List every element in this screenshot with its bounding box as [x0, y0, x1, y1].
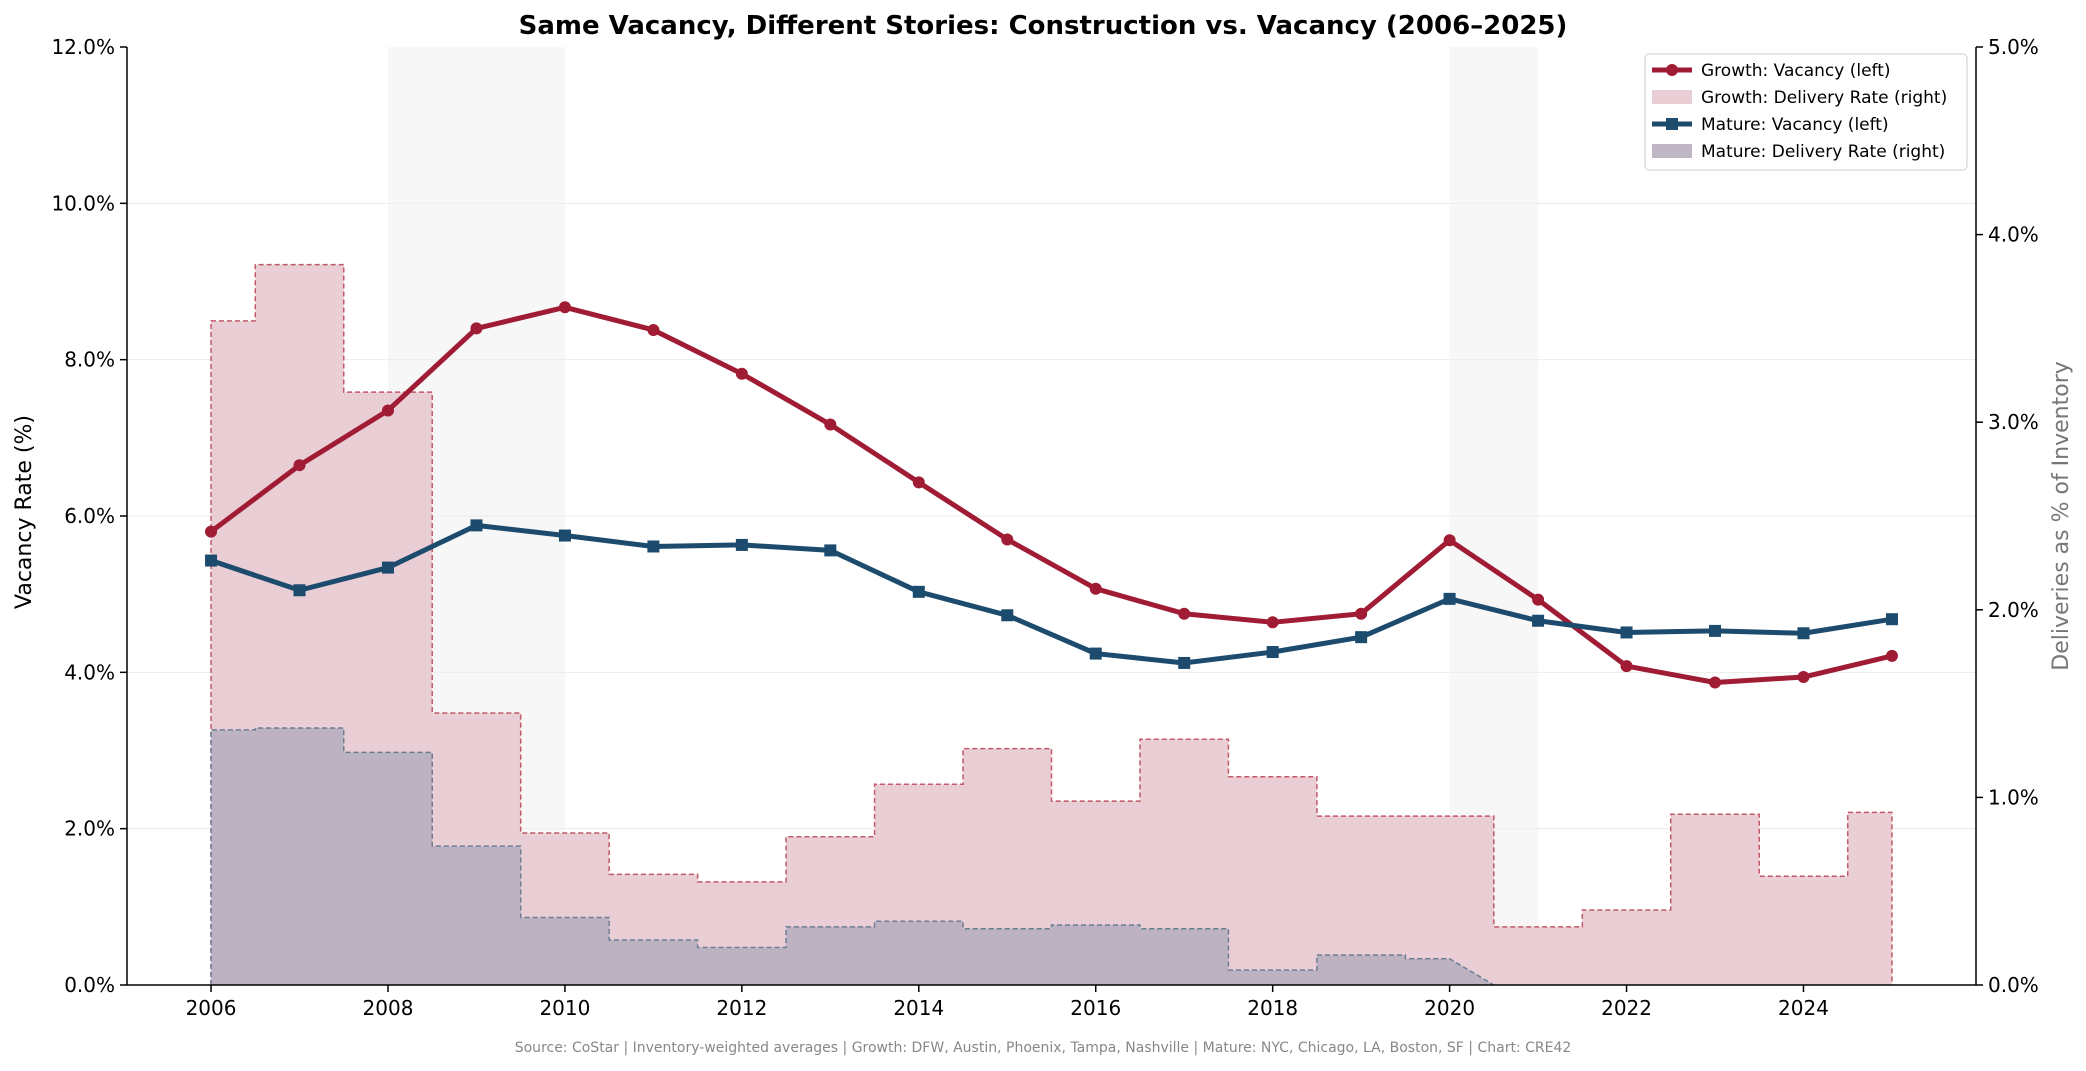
vacancy-point-growth-2021 [1532, 593, 1545, 606]
legend-label-3: Mature: Delivery Rate (right) [1701, 142, 1945, 162]
vacancy-point-growth-2012 [735, 367, 748, 380]
y-right-tick-label-5: 5.0% [1988, 35, 2039, 59]
legend-swatch-marker-2 [1666, 118, 1678, 130]
vacancy-point-mature-2021 [1532, 614, 1545, 627]
x-tick-label-2: 2010 [539, 996, 590, 1020]
source-note: Source: CoStar | Inventory-weighted aver… [515, 1040, 1572, 1056]
vacancy-point-mature-2020 [1443, 592, 1456, 605]
axes: 0.0% 2.0% 4.0% 6.0% 8.0% 10.0% 12.0% 0.0% 1.0% 2.… [51, 35, 2038, 1020]
legend-swatch-area-3 [1652, 144, 1692, 158]
vacancy-point-mature-2019 [1355, 631, 1368, 644]
vacancy-point-mature-2013 [824, 544, 837, 557]
vacancy-point-mature-2010 [558, 529, 571, 542]
grid-lines [127, 202, 1976, 830]
legend-box [1644, 53, 1968, 171]
vacancy-point-growth-2019 [1355, 607, 1368, 620]
vacancy-point-growth-2023 [1709, 676, 1722, 689]
y-left-tick-label-6: 12.0% [51, 35, 115, 59]
x-tick-label-0: 2006 [186, 996, 237, 1020]
y-right-tick-label-1: 1.0% [1988, 785, 2039, 809]
vacancy-point-mature-2009 [470, 519, 483, 532]
legend: Growth: Vacancy (left) Growth: Delivery R… [1644, 53, 1968, 171]
vacancy-point-mature-2011 [647, 540, 660, 553]
vacancy-point-growth-2015 [1001, 533, 1014, 546]
vacancy-point-mature-2018 [1266, 646, 1279, 659]
y-right-tick-label-4: 4.0% [1988, 223, 2039, 247]
y-left-tick-label-5: 10.0% [51, 191, 115, 215]
legend-swatch-marker-0 [1666, 64, 1678, 76]
vacancy-point-growth-2014 [912, 476, 925, 489]
y-right-tick-label-3: 3.0% [1988, 410, 2039, 434]
legend-swatch-area-1 [1652, 90, 1692, 104]
vacancy-point-growth-2018 [1266, 616, 1279, 629]
x-tick-label-8: 2022 [1601, 996, 1652, 1020]
legend-label-1: Growth: Delivery Rate (right) [1701, 88, 1947, 108]
vacancy-point-mature-2008 [381, 561, 394, 574]
vacancy-point-growth-2020 [1443, 534, 1456, 547]
vacancy-lines [205, 301, 1898, 689]
x-tick-label-9: 2024 [1778, 996, 1829, 1020]
y-right-tick-label-2: 2.0% [1988, 598, 2039, 622]
vacancy-point-growth-2009 [470, 322, 483, 335]
vacancy-point-growth-2025 [1885, 649, 1898, 662]
x-tick-label-6: 2018 [1247, 996, 1298, 1020]
y-left-tick-label-2: 4.0% [64, 660, 115, 684]
y-left-tick-label-0: 0.0% [64, 973, 115, 997]
vacancy-point-growth-2017 [1178, 607, 1191, 620]
vacancy-point-mature-2007 [293, 584, 306, 597]
vacancy-point-mature-2015 [1001, 609, 1014, 622]
delivery-area-fill-mature [211, 727, 1494, 985]
y-axis-right-label: Deliveries as % of Inventory [2049, 361, 2074, 671]
x-tick-label-5: 2016 [1070, 996, 1121, 1020]
x-tick-label-4: 2014 [893, 996, 944, 1020]
vacancy-point-growth-2013 [824, 418, 837, 431]
vacancy-point-mature-2014 [912, 585, 925, 598]
x-tick-label-3: 2012 [716, 996, 767, 1020]
y-axis-left-label: Vacancy Rate (%) [12, 415, 37, 609]
vacancy-point-growth-2016 [1089, 582, 1102, 595]
delivery-area-outline-growth [210, 263, 1893, 985]
legend-label-2: Mature: Vacancy (left) [1701, 115, 1889, 135]
vacancy-point-growth-2007 [293, 459, 306, 472]
vacancy-point-mature-2024 [1797, 627, 1810, 640]
y-left-tick-label-1: 2.0% [64, 817, 115, 841]
legend-label-0: Growth: Vacancy (left) [1701, 61, 1891, 81]
x-tick-label-1: 2008 [363, 996, 414, 1020]
vacancy-point-growth-2024 [1797, 671, 1810, 684]
delivery-areas [210, 263, 1893, 986]
y-left-tick-label-4: 8.0% [64, 348, 115, 372]
vacancy-point-mature-2022 [1620, 626, 1633, 639]
vacancy-point-mature-2012 [735, 538, 748, 551]
vacancy-point-mature-2006 [205, 554, 218, 567]
vacancy-point-mature-2017 [1178, 656, 1191, 669]
vacancy-point-growth-2008 [381, 404, 394, 417]
chart-title: Same Vacancy, Different Stories: Constru… [519, 11, 1568, 41]
y-right-tick-label-0: 0.0% [1988, 973, 2039, 997]
vacancy-point-mature-2016 [1089, 647, 1102, 660]
vacancy-point-growth-2010 [558, 301, 571, 314]
vacancy-point-growth-2006 [205, 525, 218, 538]
vacancy-line-mature [210, 522, 1893, 666]
vacancy-point-mature-2025 [1885, 613, 1898, 626]
vacancy-line-growth [209, 304, 1893, 685]
vacancy-point-growth-2022 [1620, 660, 1633, 673]
vacancy-point-growth-2011 [647, 323, 660, 336]
vacancy-point-mature-2023 [1709, 624, 1722, 637]
y-left-tick-label-3: 6.0% [64, 504, 115, 528]
delivery-area-outline-mature [210, 727, 1495, 986]
x-tick-label-7: 2020 [1424, 996, 1475, 1020]
